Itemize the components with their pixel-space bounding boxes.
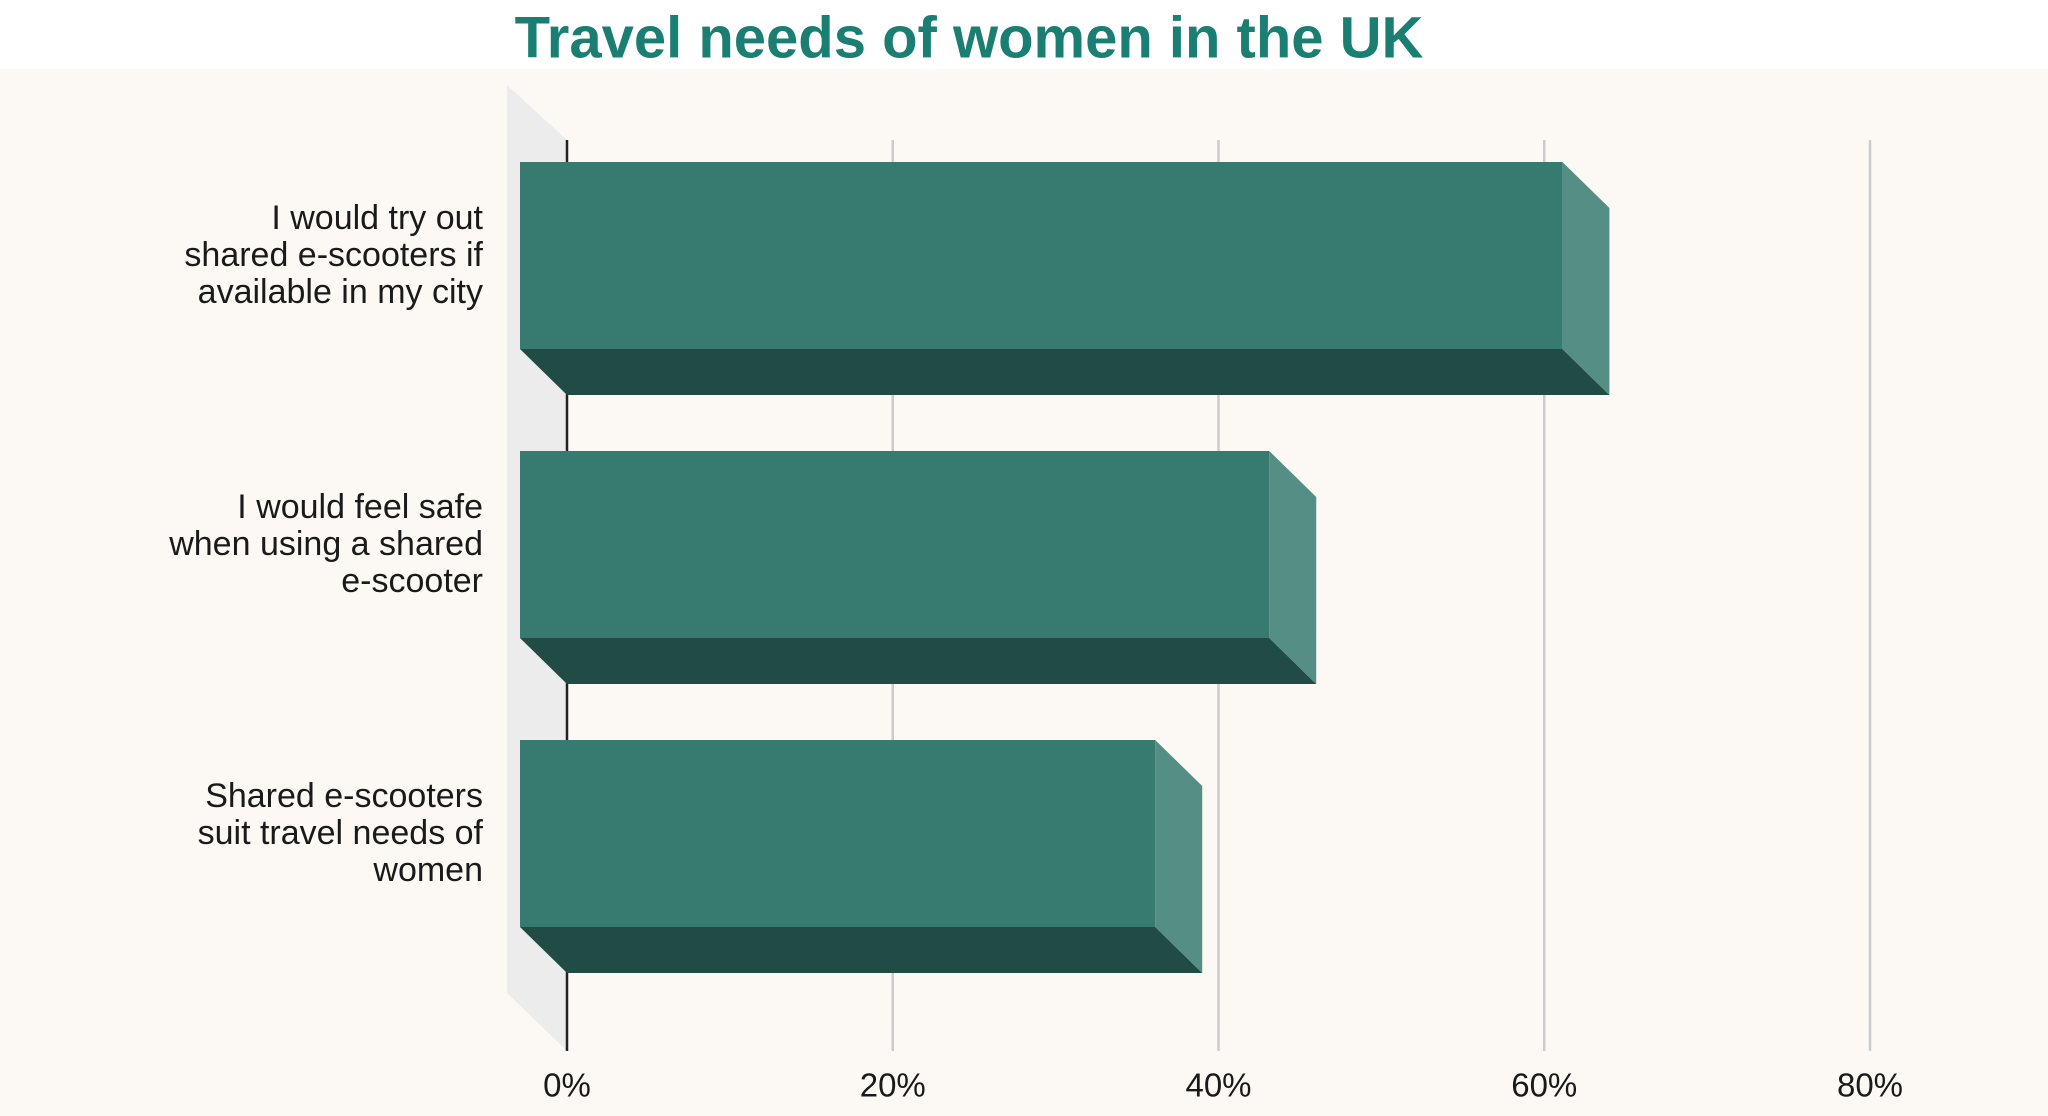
bar (520, 451, 1317, 684)
bar-front (520, 162, 1563, 349)
bar-side (1269, 451, 1317, 684)
x-tick-label: 40% (1185, 1067, 1251, 1104)
bar (520, 740, 1203, 973)
bar-bottom (520, 638, 1317, 684)
bar-side (1562, 162, 1610, 395)
category-label: I would try out shared e-scooters if ava… (184, 198, 483, 311)
bar-front (520, 451, 1270, 638)
bar (520, 162, 1610, 395)
bar-bottom (520, 349, 1610, 395)
bar-side (1155, 740, 1203, 973)
x-tick-label: 60% (1511, 1067, 1577, 1104)
chart-title: Travel needs of women in the UK (515, 5, 1424, 70)
bar-bottom (520, 927, 1203, 973)
x-tick-label: 20% (860, 1067, 926, 1104)
category-label: I would feel safe when using a shared e-… (169, 487, 483, 600)
bar-front (520, 740, 1156, 927)
category-label: Shared e-scooters suit travel needs of w… (197, 776, 483, 889)
x-tick-label: 80% (1837, 1067, 1903, 1104)
x-tick-label: 0% (543, 1067, 591, 1104)
